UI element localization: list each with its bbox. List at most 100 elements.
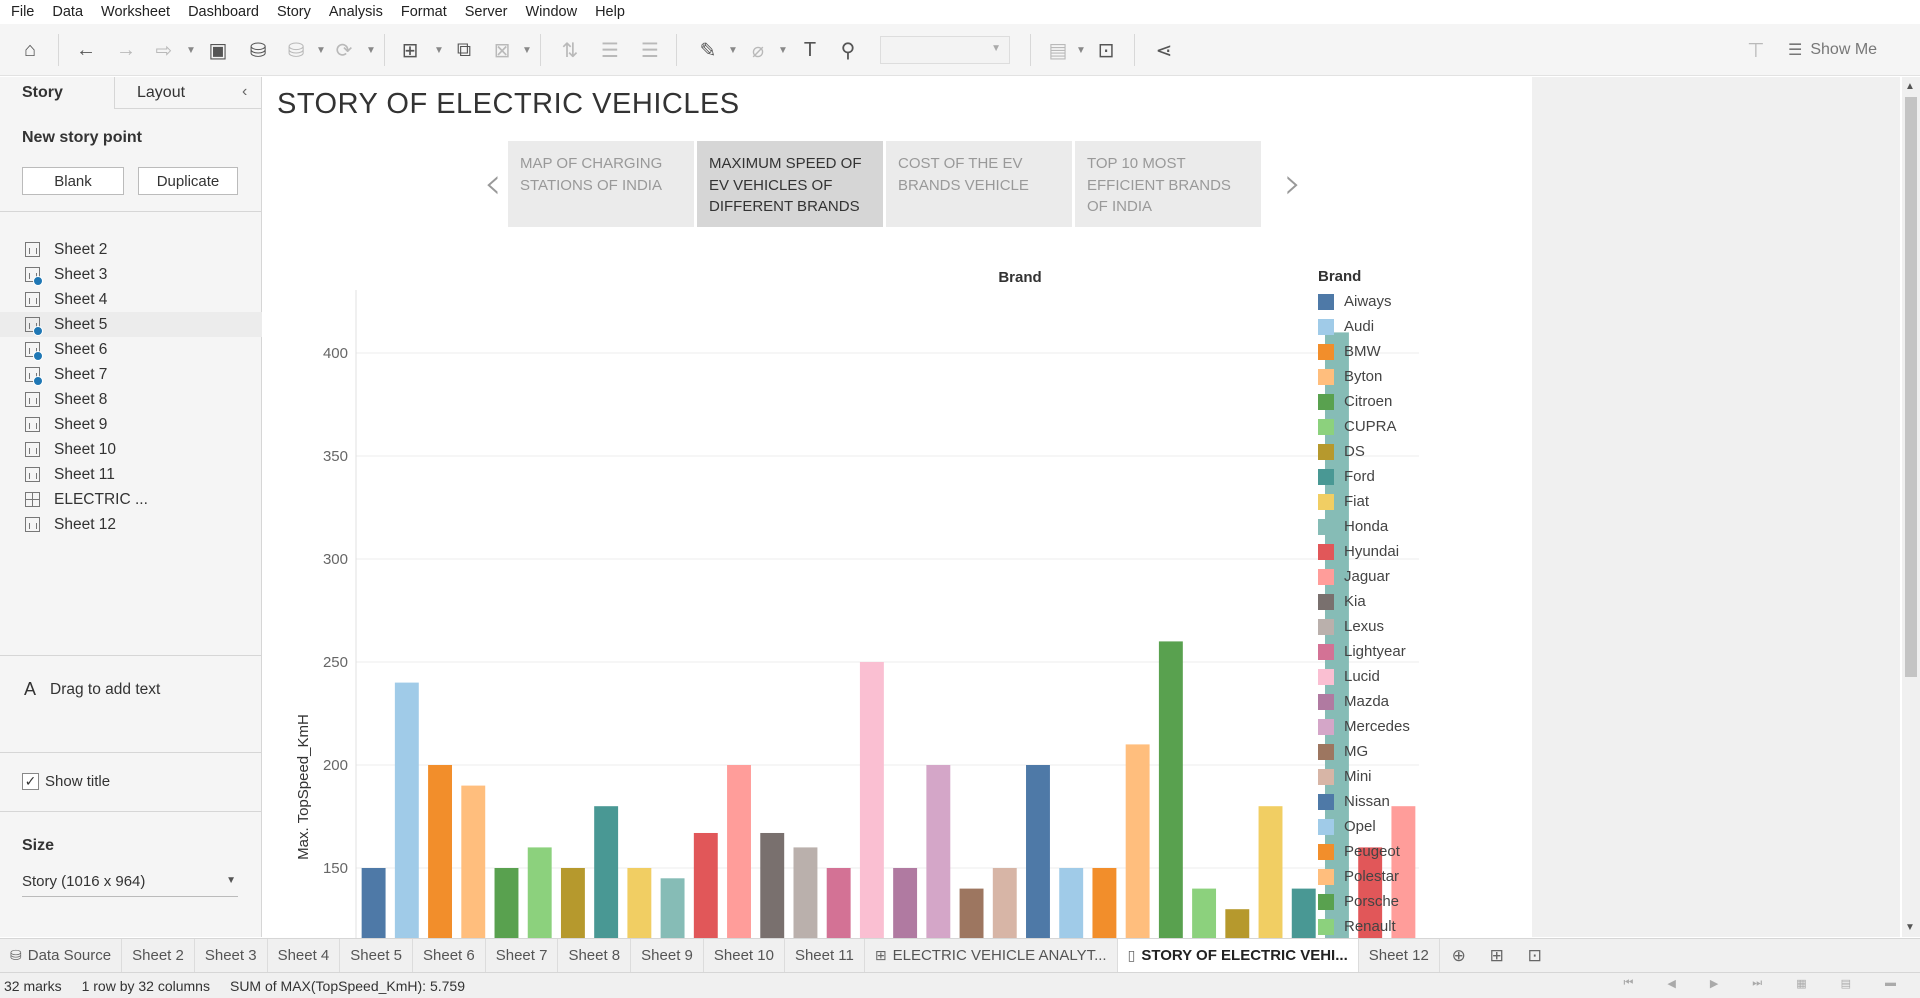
legend-item[interactable]: Porsche (1318, 889, 1410, 914)
legend-item[interactable]: Mini (1318, 764, 1410, 789)
legend-item[interactable]: Opel (1318, 814, 1410, 839)
sheet-tab[interactable]: Sheet 2 (122, 938, 195, 973)
label-icon[interactable]: T (803, 38, 817, 61)
vertical-scrollbar[interactable]: ▲ ▼ (1902, 77, 1920, 937)
show-me-button[interactable]: ☰ Show Me (1788, 36, 1877, 64)
legend-item[interactable]: Honda (1318, 514, 1410, 539)
sheet-tab[interactable]: Sheet 3 (195, 938, 268, 973)
chevron-down-icon[interactable]: ▼ (728, 45, 738, 56)
sort-descending-icon[interactable]: ☰ (641, 39, 659, 62)
replay-icon[interactable]: ⇨ (155, 39, 173, 62)
sheet-list-item[interactable]: Sheet 8 (0, 387, 262, 412)
sheet-list-item[interactable]: ELECTRIC ... (0, 487, 262, 512)
menu-dashboard[interactable]: Dashboard (188, 4, 259, 20)
legend-item[interactable]: Peugeot (1318, 839, 1410, 864)
chevron-down-icon[interactable]: ▼ (778, 45, 788, 56)
duplicate-sheet-icon[interactable]: ⧉ (456, 38, 472, 61)
legend-item[interactable]: Polestar (1318, 864, 1410, 889)
menu-file[interactable]: File (11, 4, 35, 20)
legend-item[interactable]: Mazda (1318, 689, 1410, 714)
new-dashboard-icon[interactable]: ⊞ (1489, 945, 1504, 965)
chevron-down-icon[interactable]: ▼ (434, 45, 444, 56)
first-page-icon[interactable]: ⏮ (1623, 977, 1634, 989)
sheet-tab[interactable]: ⛁ Data Source (0, 938, 123, 973)
menu-format[interactable]: Format (400, 4, 447, 20)
presentation-mode-icon[interactable]: ⊡ (1097, 39, 1115, 62)
legend-item[interactable]: Lexus (1318, 614, 1410, 639)
story-point-2[interactable]: MAXIMUM SPEED OF EV VEHICLES OF DIFFEREN… (697, 141, 883, 227)
duplicate-button[interactable]: Duplicate (138, 167, 238, 195)
scrollbar-thumb[interactable] (1905, 97, 1917, 677)
scroll-up-icon[interactable]: ▲ (1905, 81, 1915, 92)
sheet-tab[interactable]: ⊞ ELECTRIC VEHICLE ANALYT... (865, 938, 1118, 973)
sheet-tab[interactable]: Sheet 9 (631, 938, 704, 973)
menu-data[interactable]: Data (52, 4, 84, 20)
swap-icon[interactable]: ⇅ (561, 39, 579, 62)
checkbox-checked-icon[interactable]: ✓ (22, 773, 39, 790)
sheet-list-item[interactable]: Sheet 12 (0, 512, 262, 537)
menu-worksheet[interactable]: Worksheet (101, 4, 171, 20)
legend-item[interactable]: Aiways (1318, 289, 1410, 314)
show-title-checkbox[interactable]: ✓ Show title (22, 773, 110, 790)
legend-item[interactable]: Kia (1318, 589, 1410, 614)
film-strip-icon[interactable]: ▤ (1840, 978, 1851, 990)
grid-view-icon[interactable]: ▦ (1796, 978, 1807, 990)
story-point-3[interactable]: COST OF THE EV BRANDS VEHICLE (886, 141, 1072, 227)
scroll-down-icon[interactable]: ▼ (1905, 922, 1915, 933)
fit-select[interactable]: ▼ (880, 36, 1010, 64)
size-select[interactable]: Story (1016 x 964) ▼ (22, 873, 238, 897)
menu-story[interactable]: Story (277, 4, 311, 20)
sheet-tab[interactable]: Sheet 5 (340, 938, 413, 973)
chevron-down-icon[interactable]: ▼ (316, 45, 326, 56)
legend-item[interactable]: BMW (1318, 339, 1410, 364)
sheet-list-item[interactable]: Sheet 10 (0, 437, 262, 462)
next-story-point-icon[interactable]: › (1284, 158, 1302, 209)
new-worksheet-icon[interactable]: ⊕ (1451, 945, 1466, 965)
previous-story-point-icon[interactable]: ‹ (484, 158, 502, 209)
legend-item[interactable]: Fiat (1318, 489, 1410, 514)
chevron-down-icon[interactable]: ▼ (522, 45, 532, 56)
sheet-tab[interactable]: Sheet 8 (558, 938, 632, 973)
tab-story[interactable]: Story (0, 77, 115, 109)
legend-item[interactable]: Mercedes (1318, 714, 1410, 739)
menu-help[interactable]: Help (595, 4, 625, 20)
drag-to-add-text[interactable]: A Drag to add text (24, 679, 160, 700)
legend-item[interactable]: MG (1318, 739, 1410, 764)
chevron-down-icon[interactable]: ▼ (366, 45, 376, 56)
sheet-tab[interactable]: Sheet 6 (413, 938, 486, 973)
sheet-tab[interactable]: Sheet 10 (704, 938, 785, 973)
sheet-list-item[interactable]: Sheet 5 (0, 312, 262, 337)
sheet-list-item[interactable]: Sheet 6 (0, 337, 262, 362)
new-data-source-icon[interactable]: ⛁ (249, 39, 267, 62)
legend-item[interactable]: Ford (1318, 464, 1410, 489)
legend-item[interactable]: Audi (1318, 314, 1410, 339)
legend-item[interactable]: Byton (1318, 364, 1410, 389)
group-icon[interactable]: ⌀ (751, 39, 765, 62)
format-painter-icon[interactable]: ⊤ (1747, 39, 1765, 62)
new-worksheet-icon[interactable]: ⊞ (401, 39, 419, 62)
blank-button[interactable]: Blank (22, 167, 124, 195)
menu-analysis[interactable]: Analysis (328, 4, 383, 20)
sheet-list-item[interactable]: Sheet 4 (0, 287, 262, 312)
legend-item[interactable]: CUPRA (1318, 414, 1410, 439)
legend-item[interactable]: Hyundai (1318, 539, 1410, 564)
story-point-1[interactable]: MAP OF CHARGING STATIONS OF INDIA (508, 141, 694, 227)
clear-sheet-icon[interactable]: ⊠ (493, 39, 511, 62)
tab-layout[interactable]: Layout (137, 84, 186, 101)
pause-auto-updates-icon[interactable]: ⛁ (287, 39, 305, 62)
sheet-list-item[interactable]: Sheet 2 (0, 237, 262, 262)
prev-page-icon[interactable]: ◀ (1667, 978, 1676, 990)
pin-icon[interactable]: ⚲ (840, 39, 856, 62)
sort-ascending-icon[interactable]: ☰ (601, 39, 619, 62)
sheet-tab[interactable]: Sheet 11 (785, 938, 865, 973)
chevron-down-icon[interactable]: ▼ (1076, 45, 1086, 56)
show-cards-icon[interactable]: ▤ (1048, 39, 1068, 62)
sheet-list-item[interactable]: Sheet 9 (0, 412, 262, 437)
legend-item[interactable]: DS (1318, 439, 1410, 464)
legend-item[interactable]: Lightyear (1318, 639, 1410, 664)
sheet-tab[interactable]: Sheet 12 (1359, 938, 1440, 973)
menu-server[interactable]: Server (464, 4, 508, 20)
tabs-view-icon[interactable]: ▬ (1885, 977, 1896, 989)
next-page-icon[interactable]: ▶ (1709, 978, 1719, 990)
legend-item[interactable]: Lucid (1318, 664, 1410, 689)
